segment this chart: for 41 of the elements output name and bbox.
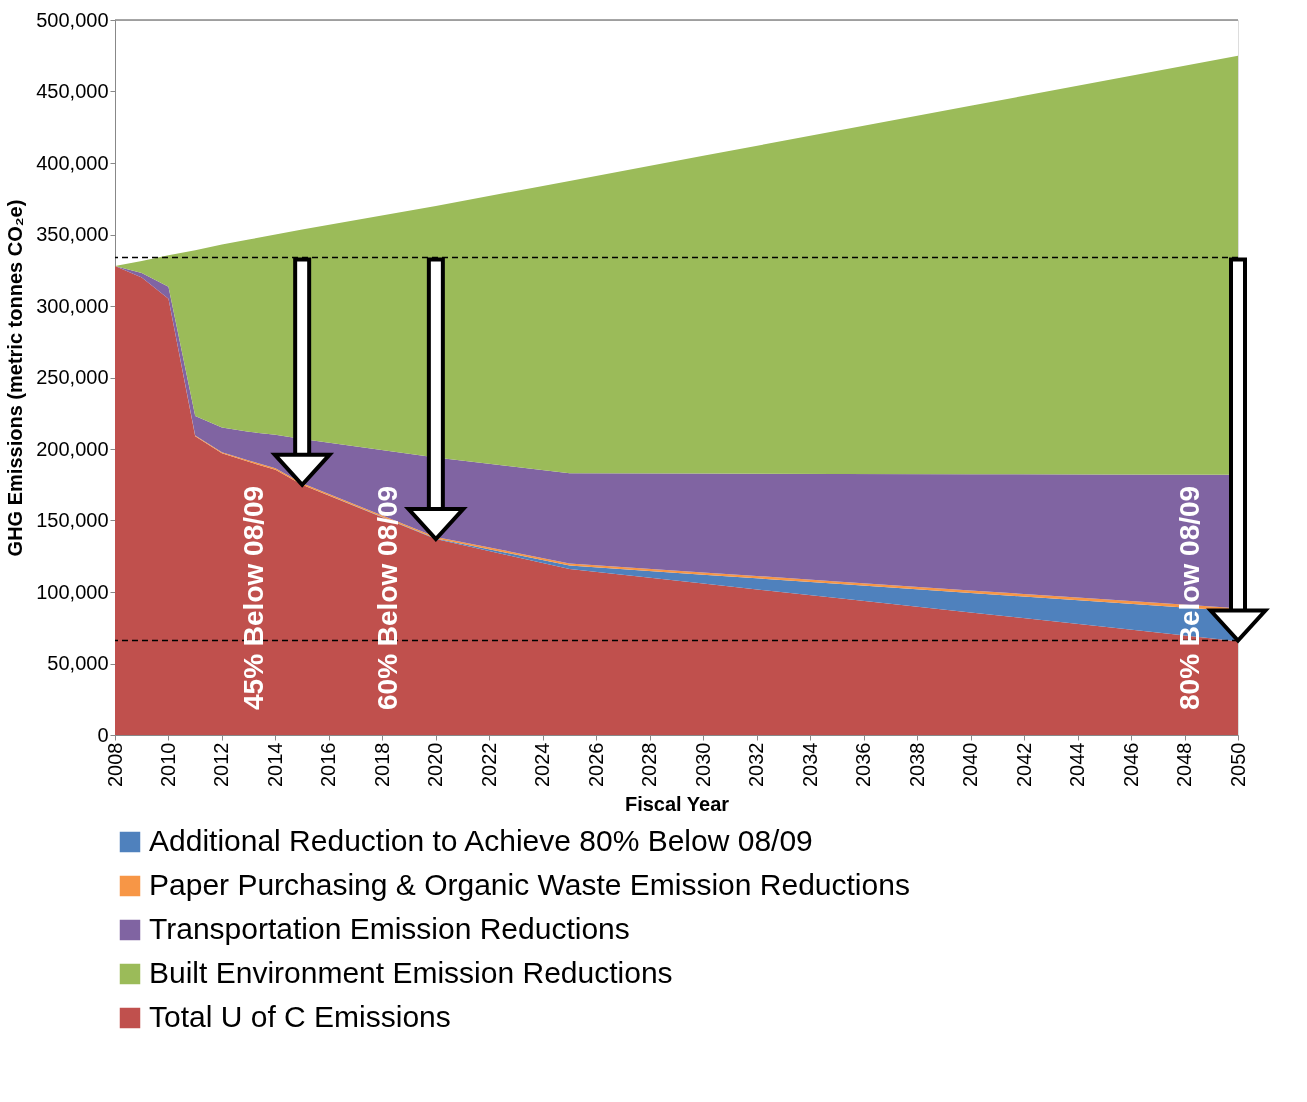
y-tick-label: 200,000 xyxy=(36,437,109,460)
y-tick-label: 250,000 xyxy=(36,366,109,388)
annotation: 60% Below 08/09 xyxy=(371,485,403,710)
x-tick-label: 2050 xyxy=(1226,742,1249,787)
x-tick-label: 2044 xyxy=(1066,742,1089,787)
x-tick-label: 2014 xyxy=(263,742,286,787)
legend-label: Paper Purchasing & Organic Waste Emission Reductions xyxy=(149,868,910,901)
x-tick-label: 2018 xyxy=(370,742,393,787)
y-tick-label: 150,000 xyxy=(36,509,109,531)
y-tick-label: 500,000 xyxy=(36,8,109,31)
x-tick-label: 2016 xyxy=(317,742,340,787)
x-tick-label: 2048 xyxy=(1173,742,1196,787)
x-tick-label: 2012 xyxy=(210,742,233,787)
y-tick-label: 400,000 xyxy=(36,151,109,174)
legend-label: Transportation Emission Reductions xyxy=(149,912,630,945)
x-tick-label: 2022 xyxy=(477,742,500,787)
annotation: 45% Below 08/09 xyxy=(238,485,270,710)
x-tick-label: 2046 xyxy=(1119,742,1142,787)
legend-label: Additional Reduction to Achieve 80% Below 08/09 xyxy=(149,824,813,857)
x-axis-title: Fiscal Year xyxy=(624,792,730,815)
x-tick-label: 2028 xyxy=(638,742,661,787)
x-tick-label: 2032 xyxy=(745,742,768,787)
y-tick-label: 50,000 xyxy=(47,652,109,674)
y-axis-title: GHG Emissions (metric tonnes CO₂e) xyxy=(4,199,27,557)
x-tick-label: 2026 xyxy=(584,742,607,787)
x-tick-label: 2020 xyxy=(424,742,447,787)
x-tick-label: 2036 xyxy=(852,742,875,787)
y-tick-label: 300,000 xyxy=(36,294,109,317)
y-tick-label: 350,000 xyxy=(36,223,109,245)
x-tick-label: 2042 xyxy=(1012,742,1035,787)
x-tick-label: 2030 xyxy=(691,742,714,787)
y-tick-label: 100,000 xyxy=(36,580,109,603)
x-tick-label: 2040 xyxy=(959,742,982,787)
x-tick-label: 2034 xyxy=(798,742,821,787)
legend-label: Total U of C Emissions xyxy=(149,1000,451,1033)
x-tick-label: 2024 xyxy=(531,742,554,787)
annotation: 80% Below 08/09 xyxy=(1174,485,1205,710)
y-tick-label: 450,000 xyxy=(36,80,109,102)
legend-label: Built Environment Emission Reductions xyxy=(149,956,673,989)
x-tick-label: 2038 xyxy=(905,742,928,787)
x-tick-label: 2010 xyxy=(156,742,179,787)
